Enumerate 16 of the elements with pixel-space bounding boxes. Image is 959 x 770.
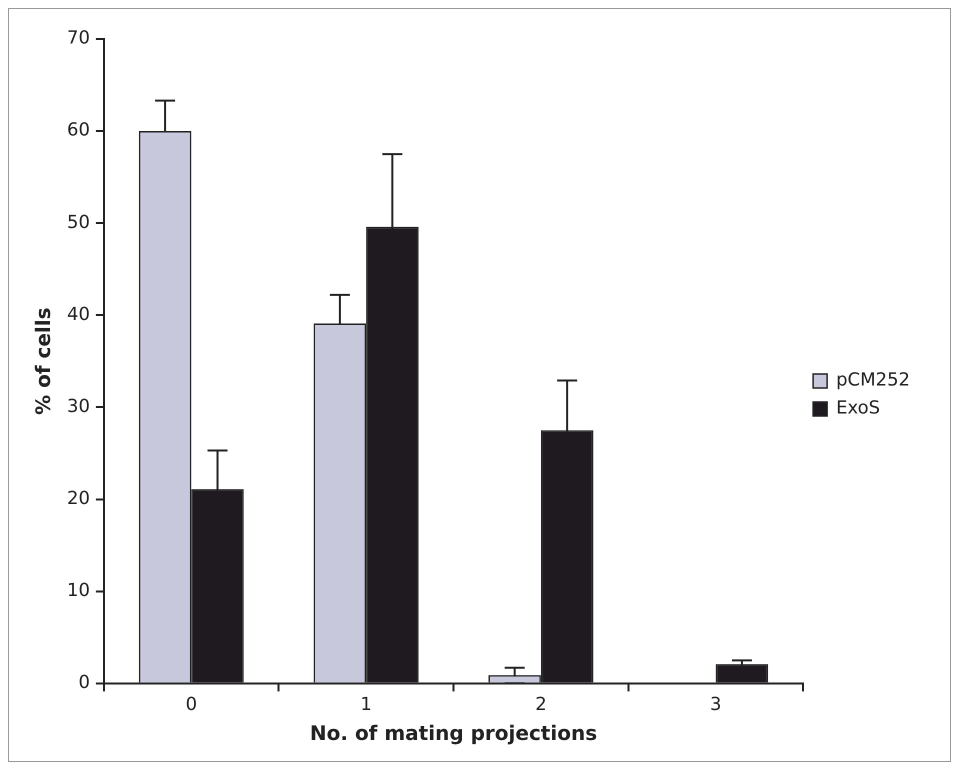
y-tick-label: 60 xyxy=(67,120,90,141)
x-tick-label: 3 xyxy=(710,694,722,715)
y-tick-label: 0 xyxy=(78,672,90,694)
legend-label: ExoS xyxy=(836,398,880,419)
y-tick-label: 20 xyxy=(67,488,90,509)
x-axis-title: No. of mating projections xyxy=(310,721,598,746)
x-tick-label: 2 xyxy=(535,694,547,715)
legend-label: pCM252 xyxy=(836,370,910,391)
y-tick-label: 30 xyxy=(67,396,90,417)
y-tick-label: 40 xyxy=(67,304,90,325)
x-tick-label: 0 xyxy=(186,694,198,715)
y-tick-label: 10 xyxy=(67,580,90,602)
x-tick-label: 1 xyxy=(360,694,372,715)
y-axis-title: % of cells xyxy=(31,307,56,415)
y-tick-label: 50 xyxy=(67,212,90,233)
y-tick-label: 70 xyxy=(67,28,90,49)
